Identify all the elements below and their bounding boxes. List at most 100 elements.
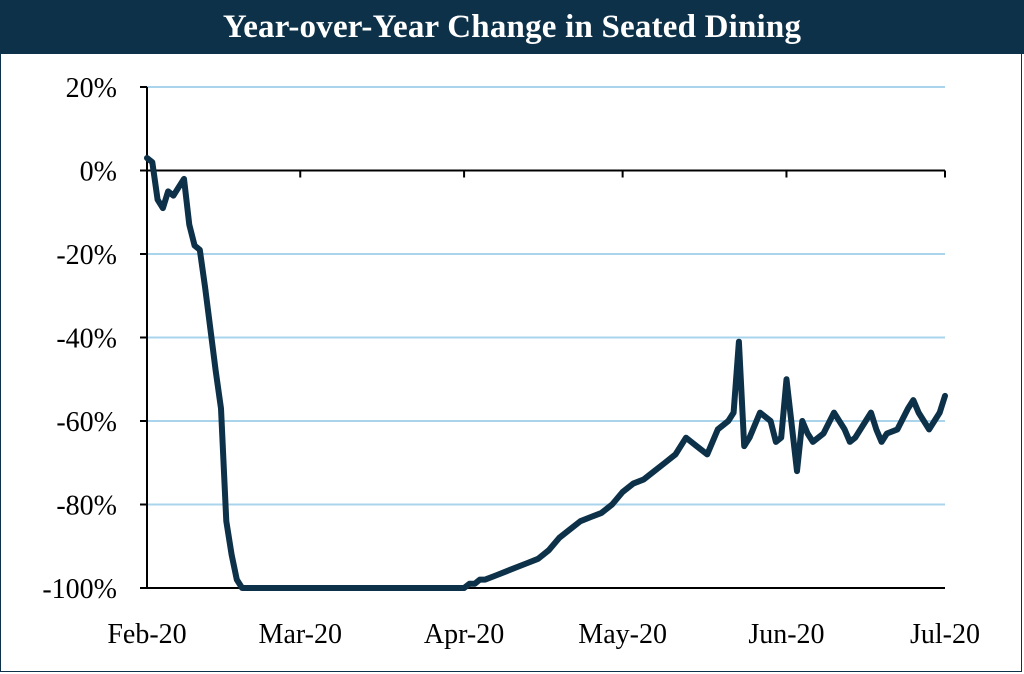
data-point [505,570,507,572]
chart-title: Year-over-Year Change in Seated Dining [222,8,802,45]
data-point [896,428,898,430]
data-point [151,161,153,163]
data-point [759,412,761,414]
x-tick-label: Jul-20 [910,619,980,650]
data-point [706,453,708,455]
data-point [696,445,698,447]
y-tick-label: -60% [56,407,117,438]
data-point [188,224,190,226]
data-point [183,178,185,180]
data-point [833,412,835,414]
series-line [144,155,948,591]
data-point [785,378,787,380]
data-point [780,437,782,439]
data-point [622,491,624,493]
data-point [886,433,888,435]
data-point [807,433,809,435]
data-point [653,470,655,472]
data-point [743,445,745,447]
data-point [484,579,486,581]
data-point [775,441,777,443]
data-point [590,516,592,518]
data-point [801,420,803,422]
data-point [727,420,729,422]
data-point [495,574,497,576]
data-point [246,587,248,589]
data-point [854,437,856,439]
data-point [738,341,740,343]
gridlines [147,86,945,589]
x-axis-labels: Feb-20 Mar-20 Apr-20 May-20 Jun-20 Jul-20 [107,619,980,650]
data-point [257,587,259,589]
data-point [463,587,465,589]
data-point [822,433,824,435]
data-point [146,157,148,159]
data-point [167,190,169,192]
data-point [875,428,877,430]
data-point [172,195,174,197]
data-point [236,579,238,581]
data-point [632,483,634,485]
data-point [468,583,470,585]
y-tick-label: -80% [56,491,117,522]
data-point [548,549,550,551]
data-point [569,529,571,531]
data-point [474,583,476,585]
data-point [241,587,243,589]
data-point [516,566,518,568]
x-tick-label: May-20 [578,619,667,650]
data-point [299,587,301,589]
data-point [733,412,735,414]
data-point [881,441,883,443]
data-point [579,520,581,522]
chart-title-bar: Year-over-Year Change in Seated Dining [0,0,1024,54]
data-point [918,412,920,414]
data-point [643,478,645,480]
data-point [558,537,560,539]
data-point [262,587,264,589]
data-point [865,420,867,422]
data-point [252,587,254,589]
y-tick-label: 20% [66,73,117,104]
data-point [928,428,930,430]
data-point [527,562,529,564]
data-point [194,245,196,247]
x-tick-label: Feb-20 [107,619,186,650]
data-point [220,407,222,409]
data-point [600,512,602,514]
data-point [231,554,233,556]
data-point [912,399,914,401]
data-point [717,428,719,430]
y-tick-label: -100% [42,574,117,605]
data-point [373,587,375,589]
data-point [479,579,481,581]
axes [140,86,946,589]
data-point [849,441,851,443]
y-tick-label: -40% [56,324,117,355]
data-point [178,186,180,188]
data-point [268,587,270,589]
data-point [796,470,798,472]
data-point [748,437,750,439]
data-point [537,558,539,560]
data-point [611,504,613,505]
data-point [685,437,687,439]
data-point [209,328,211,330]
x-tick-label: Apr-20 [424,619,504,650]
data-point [907,407,909,409]
data-point [215,370,217,372]
data-point [770,420,772,422]
x-tick-label: Mar-20 [259,619,342,650]
y-tick-label: -20% [56,240,117,271]
data-point [674,453,676,455]
y-axis-labels: 20% 0% -20% -40% -60% -80% -100% [42,73,117,605]
data-point [939,412,941,414]
data-point [870,412,872,414]
data-point [664,462,666,464]
data-point [225,520,227,522]
data-point [162,207,164,209]
series-layer [144,155,948,591]
data-point [199,249,201,251]
data-point [157,199,159,201]
